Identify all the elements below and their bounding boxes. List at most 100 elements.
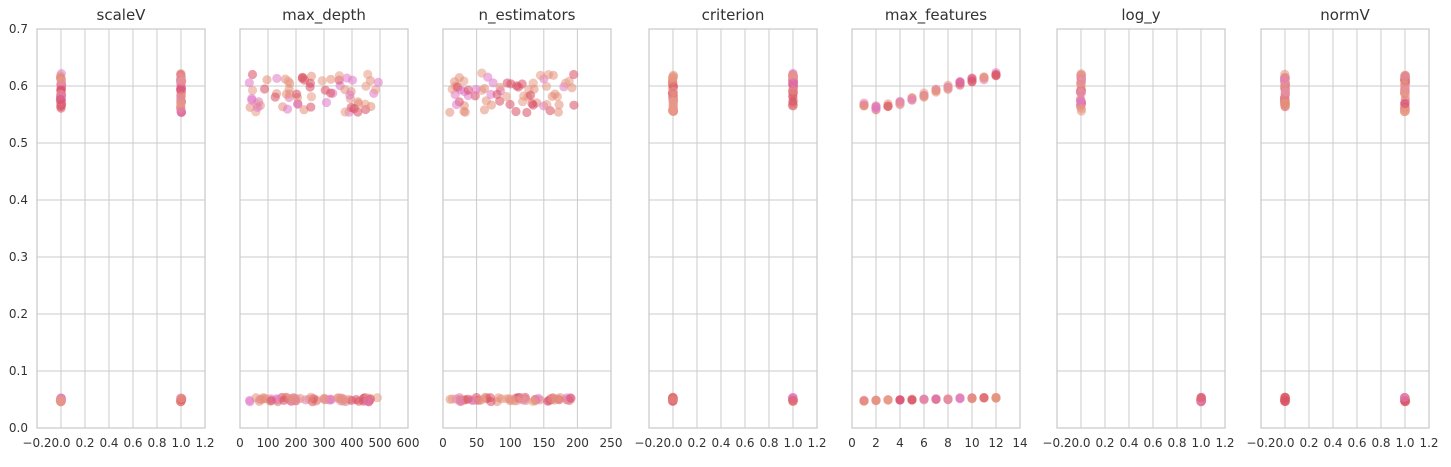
- data-point: [907, 395, 917, 405]
- y-tick-label: 0.7: [9, 22, 28, 36]
- data-point: [788, 395, 798, 405]
- data-point: [919, 91, 929, 102]
- data-point: [463, 85, 473, 95]
- data-point: [1075, 96, 1086, 106]
- data-point: [247, 69, 258, 80]
- subplot-title: max_depth: [282, 6, 366, 25]
- data-point: [1399, 392, 1410, 402]
- data-point: [304, 394, 314, 404]
- x-tick-label: 0.0: [1071, 436, 1090, 450]
- data-point: [305, 78, 315, 88]
- data-point: [931, 394, 941, 404]
- data-point: [56, 76, 66, 86]
- x-tick-label: 0.2: [1095, 436, 1114, 450]
- data-point: [1280, 396, 1290, 406]
- subplot-criterion: criterion −0.2 0.0 0.2 0.4 0.6 0.8 1.0 1.2: [634, 6, 826, 450]
- data-point: [505, 99, 515, 109]
- data-point: [511, 106, 521, 117]
- x-tick-label: 0: [439, 436, 447, 450]
- subplot-max_features: max_features 0 2 4 6 8 10 12 14: [848, 6, 1027, 450]
- data-point: [176, 393, 187, 403]
- data-point: [667, 72, 678, 82]
- data-point: [321, 97, 332, 108]
- data-point: [979, 393, 989, 403]
- x-tick-label: 12: [988, 436, 1003, 450]
- data-point: [259, 84, 270, 94]
- data-point: [476, 395, 486, 405]
- data-point: [521, 395, 531, 406]
- data-point: [1280, 87, 1291, 97]
- x-tick-label: 200: [285, 436, 308, 450]
- data-point: [668, 96, 678, 107]
- data-point: [481, 96, 491, 106]
- data-point: [176, 106, 186, 116]
- data-point: [492, 89, 502, 100]
- data-point: [306, 102, 316, 112]
- data-points: [55, 68, 187, 407]
- data-point: [550, 89, 560, 99]
- x-tick-label: 200: [566, 436, 589, 450]
- data-point: [495, 82, 505, 92]
- data-point: [340, 107, 350, 117]
- data-point: [325, 88, 336, 98]
- x-tick-label: 100: [499, 436, 522, 450]
- y-tick-label: 0.3: [9, 250, 28, 264]
- x-tick-label: −0.2: [1246, 436, 1275, 450]
- data-point: [176, 76, 187, 86]
- data-point: [525, 90, 536, 100]
- x-tick-label: 1.2: [807, 436, 826, 450]
- data-point: [668, 103, 678, 114]
- data-point: [991, 69, 1001, 79]
- data-point: [262, 75, 272, 85]
- subplot-n_estimators: n_estimators 0 50 100 150 200 250: [439, 6, 622, 450]
- data-point: [567, 83, 577, 93]
- x-tick-label: 0.6: [1347, 436, 1366, 450]
- data-point: [266, 396, 276, 406]
- x-tick-label: −0.2: [22, 436, 51, 450]
- data-point: [56, 396, 66, 406]
- data-point: [1076, 87, 1086, 97]
- data-point: [535, 70, 546, 80]
- data-point: [447, 394, 457, 404]
- data-point: [560, 78, 571, 88]
- x-tick-label: 0.8: [1167, 436, 1186, 450]
- data-point: [338, 396, 348, 406]
- data-point: [569, 69, 579, 80]
- x-tick-label: 0.0: [663, 436, 682, 450]
- data-point: [284, 84, 294, 94]
- subplot-normV: normV −0.2 0.0 0.2 0.4 0.6 0.8 1.0 1.2: [1246, 6, 1438, 450]
- data-points: [244, 69, 383, 407]
- data-point: [326, 74, 336, 84]
- data-point: [883, 101, 893, 111]
- subplot-title: criterion: [702, 6, 765, 24]
- x-tick-label: −0.2: [1042, 436, 1071, 450]
- data-point: [293, 99, 303, 109]
- x-tick-label: 0.6: [123, 436, 142, 450]
- x-tick-label: 500: [369, 436, 392, 450]
- x-tick-label: 0: [236, 436, 244, 450]
- data-point: [306, 71, 317, 81]
- x-tick-label: 10: [964, 436, 979, 450]
- data-point: [288, 393, 298, 403]
- x-tick-label: 1.2: [195, 436, 214, 450]
- data-point: [955, 393, 965, 404]
- data-point: [788, 77, 798, 87]
- data-point: [477, 68, 487, 78]
- data-point: [967, 77, 977, 87]
- subplot-title: max_features: [885, 6, 987, 25]
- x-tick-label: 100: [257, 436, 280, 450]
- x-tick-label: 4: [896, 436, 904, 450]
- data-point: [334, 71, 344, 81]
- y-tick-label: 0.0: [9, 421, 28, 435]
- y-tick-label: 0.5: [9, 136, 28, 150]
- data-point: [547, 394, 558, 404]
- x-tick-label: 6: [920, 436, 928, 450]
- data-point: [967, 393, 977, 404]
- data-point: [859, 396, 869, 406]
- data-point: [517, 97, 528, 107]
- data-point: [317, 76, 327, 86]
- data-point: [907, 95, 917, 105]
- data-points: [1279, 69, 1411, 407]
- data-point: [895, 100, 905, 110]
